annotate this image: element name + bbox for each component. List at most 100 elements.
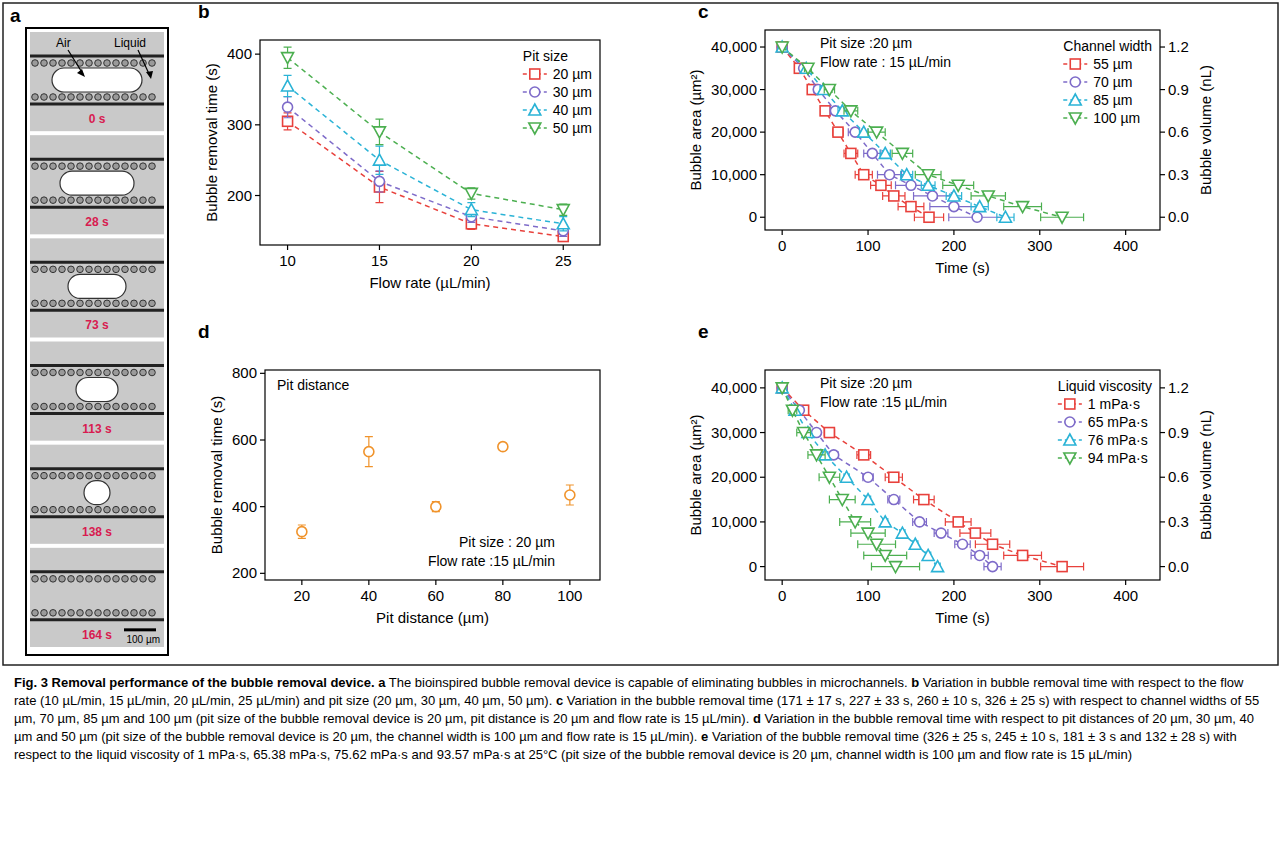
pillar <box>95 60 102 67</box>
caption-bold: a <box>378 675 385 690</box>
pillar <box>32 369 39 376</box>
x-tick <box>1039 230 1040 235</box>
pillar <box>122 94 129 101</box>
air-label: Air <box>56 36 71 50</box>
pillar <box>113 197 120 204</box>
pillar <box>104 300 111 307</box>
pillar <box>32 506 39 513</box>
pillar <box>68 369 75 376</box>
y-tick <box>760 566 765 567</box>
pillar <box>131 266 138 273</box>
data-point <box>374 176 384 186</box>
pillar <box>149 369 156 376</box>
annotation: Pit distance <box>277 377 350 393</box>
panel-a: a0 sAirLiquid28 s73 s113 s138 s164 s100 … <box>10 5 168 655</box>
pillar <box>95 300 102 307</box>
data-point <box>841 471 853 482</box>
panel-letter: c <box>698 1 709 22</box>
x-tick <box>471 245 472 250</box>
error-bar <box>913 518 927 526</box>
series-line <box>782 388 895 567</box>
pillar <box>122 576 129 583</box>
pillar <box>104 506 111 513</box>
pillar <box>32 472 39 479</box>
pillar <box>68 610 75 617</box>
y-tick-label: 30,000 <box>711 81 757 98</box>
plot-frame <box>765 30 1160 230</box>
x-tick <box>569 580 570 585</box>
legend-marker <box>530 69 540 79</box>
data-point <box>924 212 934 222</box>
error-bar <box>971 551 988 559</box>
legend-title: Liquid viscosity <box>1058 378 1152 394</box>
pillar <box>59 369 66 376</box>
data-point <box>988 562 998 572</box>
pillar <box>68 576 75 583</box>
pillar <box>77 197 84 204</box>
y2-tick <box>1160 521 1165 522</box>
data-point <box>896 148 908 159</box>
legend-marker <box>1064 453 1076 464</box>
data-point <box>972 212 982 222</box>
data-point <box>823 472 835 483</box>
pillar <box>41 472 48 479</box>
data-point <box>836 495 848 506</box>
pillar <box>68 163 75 170</box>
data-point <box>988 539 998 549</box>
pillar <box>86 472 93 479</box>
pillar <box>140 403 147 410</box>
pillar <box>32 610 39 617</box>
x-axis-title: Flow rate (µL/min) <box>369 274 490 291</box>
y-axis-title: Bubble area (µm²) <box>687 69 704 190</box>
x-tick <box>782 230 783 235</box>
x-tick-label: 40 <box>361 587 378 604</box>
pillar <box>68 197 75 204</box>
panel-e: e0100200300400010,00020,00030,00040,000T… <box>687 321 1214 626</box>
pillar <box>113 266 120 273</box>
plot-frame <box>765 370 1160 580</box>
pillar <box>113 60 120 67</box>
y-tick <box>760 46 765 47</box>
legend-label: 85 µm <box>1093 92 1132 108</box>
pillar <box>68 60 75 67</box>
pillar <box>95 94 102 101</box>
y-tick <box>760 477 765 478</box>
channel-wall <box>30 103 164 106</box>
bubble <box>84 481 110 505</box>
legend-marker <box>529 123 541 134</box>
annotation: Pit size : 20 µm <box>459 534 555 550</box>
pillar <box>59 300 66 307</box>
data-point <box>498 442 508 452</box>
x-tick <box>782 580 783 585</box>
series-line <box>782 47 1005 217</box>
x-tick <box>287 245 288 250</box>
y-tick-label: 20,000 <box>711 468 757 485</box>
pillar <box>140 266 147 273</box>
y2-tick-label: 0.6 <box>1168 123 1189 140</box>
x-tick-label: 100 <box>856 237 881 254</box>
legend-label: 100 µm <box>1093 110 1140 126</box>
pillar <box>50 506 57 513</box>
data-point <box>889 472 899 482</box>
pillar <box>59 197 66 204</box>
data-point <box>776 42 788 53</box>
data-point <box>786 405 798 416</box>
scale-bar <box>124 628 156 631</box>
data-point <box>975 550 985 560</box>
pillar <box>50 60 57 67</box>
y-tick <box>260 439 265 440</box>
x-tick-label: 200 <box>941 237 966 254</box>
pillar <box>95 197 102 204</box>
legend-marker <box>1069 113 1081 124</box>
x-tick <box>953 580 954 585</box>
y-tick-label: 300 <box>227 116 252 133</box>
data-point <box>565 490 575 500</box>
legend-label: 94 mPa·s <box>1088 450 1148 466</box>
panel-letter: b <box>198 1 210 22</box>
data-point <box>1017 202 1029 213</box>
pillar <box>131 369 138 376</box>
caption-bold: b <box>911 675 919 690</box>
pillar <box>149 60 156 67</box>
y2-tick <box>1160 432 1165 433</box>
pillar <box>149 300 156 307</box>
